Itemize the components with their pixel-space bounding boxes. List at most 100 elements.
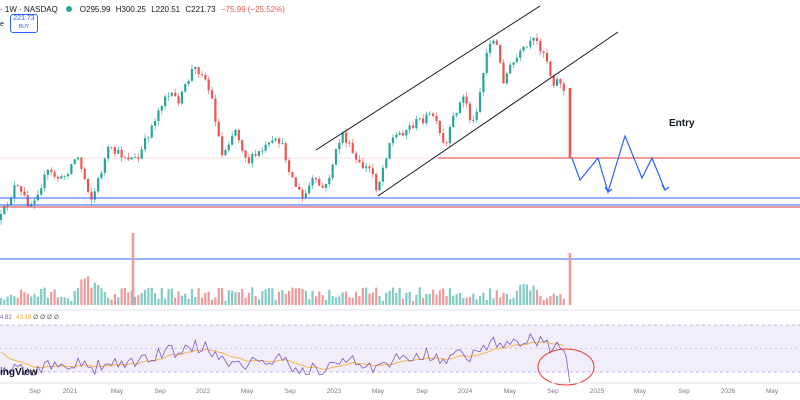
volume-bar <box>535 289 539 305</box>
volume-bar <box>277 291 281 305</box>
candle-body <box>227 144 230 151</box>
volume-bar <box>241 288 244 305</box>
candle-body <box>415 118 418 129</box>
candle-body <box>237 129 240 141</box>
candle-body <box>271 140 274 143</box>
volume-bar <box>143 289 147 305</box>
volume-bar <box>117 297 120 305</box>
candle-body <box>324 183 328 188</box>
symbol-header: · 1W · NASDAQ O295.99 H300.25 L220.51 C2… <box>0 2 288 16</box>
candle-body <box>502 62 505 84</box>
candle-body <box>472 119 475 121</box>
candle-body <box>425 114 428 124</box>
volume-bar <box>26 293 29 305</box>
volume-bar <box>187 298 190 305</box>
volume-bar <box>207 291 210 305</box>
volume-bar <box>308 299 311 305</box>
volume-bar <box>478 295 482 305</box>
candle-body <box>46 169 49 175</box>
candle-body <box>154 120 157 126</box>
candle-body <box>438 121 441 134</box>
channel-line <box>315 5 541 151</box>
volume-bar <box>505 293 508 305</box>
candle-body <box>559 79 562 84</box>
x-tick-label: Sep <box>154 388 166 395</box>
rsi-value: 4.82 <box>0 315 12 321</box>
candle-body <box>90 191 93 200</box>
volume-bar <box>485 300 488 305</box>
candle-body <box>355 153 358 160</box>
candle-body <box>505 73 508 84</box>
volume-bar <box>438 290 441 305</box>
candle-body <box>512 62 515 65</box>
volume-bar <box>284 293 287 305</box>
channel-line <box>377 31 619 197</box>
candle-body <box>385 158 388 168</box>
candle-body <box>529 40 532 47</box>
candle-body <box>33 200 36 205</box>
candle-body <box>70 164 73 174</box>
volume-bar <box>492 298 495 305</box>
volume-bar <box>170 288 173 305</box>
volume-bar <box>472 293 475 305</box>
volume-bar <box>184 293 187 305</box>
candle-body <box>448 127 451 143</box>
volume-bar <box>36 296 39 305</box>
volume-bar <box>378 295 381 305</box>
volume-bar <box>442 288 445 305</box>
candle-body <box>535 37 539 41</box>
volume-bar <box>197 288 200 305</box>
candle-body <box>358 159 361 163</box>
volume-bar <box>398 287 401 305</box>
volume-bar <box>321 295 324 305</box>
volume-bar <box>458 292 462 305</box>
x-tick-label: Sep <box>29 388 41 395</box>
candle-body <box>204 74 207 80</box>
market-status-icon <box>65 6 72 12</box>
final-candle <box>568 88 572 158</box>
volume-bar <box>43 287 46 305</box>
candle-body <box>207 79 210 91</box>
volume-bar <box>217 288 220 305</box>
volume-bar <box>301 288 304 305</box>
ohlc-close: C221.73 <box>185 4 216 14</box>
candle-body <box>120 149 123 158</box>
candle-body <box>147 137 150 139</box>
x-tick-label: Sep <box>284 388 296 395</box>
candle-body <box>489 43 492 53</box>
candle-body <box>301 189 304 199</box>
candle-body <box>267 142 271 145</box>
ohlc-high: H300.25 <box>115 4 146 14</box>
volume-bar <box>361 287 364 305</box>
candle-body <box>73 159 76 165</box>
candle-body <box>435 116 438 122</box>
candle-body <box>428 113 431 115</box>
candle-body <box>422 118 425 124</box>
volume-bar <box>180 295 183 305</box>
candle-body <box>3 205 6 215</box>
volume-bar <box>113 293 116 305</box>
volume-bar <box>200 297 204 305</box>
volume-bar <box>33 293 36 305</box>
volume-bar <box>247 292 250 305</box>
volume-bar <box>160 288 163 305</box>
volume-bar <box>525 284 529 305</box>
ohlc-open: O295.99 <box>79 4 111 14</box>
x-tick-label: May <box>110 388 124 395</box>
volume-bar <box>140 293 143 305</box>
x-tick-label: Sep <box>416 388 428 395</box>
candle-body <box>314 177 317 180</box>
candle-body <box>97 178 100 192</box>
volume-bar <box>274 299 277 305</box>
buy-price-button[interactable]: 221.73 BUY <box>10 14 38 33</box>
candle-body <box>495 40 498 45</box>
candle-body <box>16 185 19 187</box>
volume-bar <box>425 293 428 305</box>
x-tick-label: Sep <box>678 388 690 395</box>
candle-body <box>405 129 408 136</box>
candle-body <box>184 84 187 92</box>
x-tick-label: 2025 <box>589 388 605 395</box>
candle-body <box>23 191 26 196</box>
entry-annotation: Entry <box>669 118 695 129</box>
